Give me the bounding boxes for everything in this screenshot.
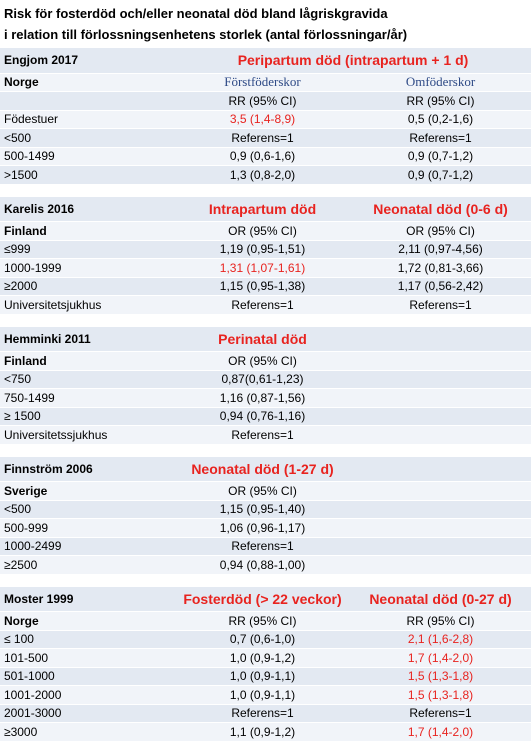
value: 1,31 (1,07-1,61) bbox=[175, 258, 350, 278]
section: Engjom 2017 Peripartum död (intrapartum +… bbox=[0, 48, 531, 185]
study: Engjom 2017 bbox=[0, 48, 175, 74]
value: 0,9 (0,6-1,6) bbox=[175, 147, 350, 166]
value: 1,15 (0,95-1,38) bbox=[175, 277, 350, 296]
value: 0,94 (0,76-1,16) bbox=[175, 407, 350, 426]
row-label: >1500 bbox=[0, 165, 175, 185]
outcome: Peripartum död (intrapartum + 1 d) bbox=[175, 48, 531, 74]
outcome: Neonatal död (0-27 d) bbox=[350, 586, 531, 612]
row-label: 101-500 bbox=[0, 648, 175, 668]
value: Referens=1 bbox=[350, 128, 531, 148]
row-label: 750-1499 bbox=[0, 388, 175, 408]
row-label: Universitetssjukhus bbox=[0, 425, 175, 445]
value: 1,7 (1,4-2,0) bbox=[350, 722, 531, 742]
value: Referens=1 bbox=[175, 295, 350, 315]
group: Omföderskor bbox=[350, 73, 531, 92]
title: Risk för fosterdöd och/eller neonatal dö… bbox=[0, 0, 531, 48]
row-label: Födestuer bbox=[0, 110, 175, 129]
row-label: ≥2000 bbox=[0, 277, 175, 296]
measure: RR (95% CI) bbox=[350, 611, 531, 631]
value: Referens=1 bbox=[175, 425, 350, 445]
outcome: Intrapartum död bbox=[175, 196, 350, 222]
measure: OR (95% CI) bbox=[175, 221, 350, 241]
section: Moster 1999 Fosterdöd (> 22 veckor) Neonat… bbox=[0, 586, 531, 742]
value: 1,1 (0,9-1,2) bbox=[175, 722, 350, 742]
value: Referens=1 bbox=[175, 704, 350, 723]
value: 0,5 (0,2-1,6) bbox=[350, 110, 531, 129]
row-label: 500-999 bbox=[0, 518, 175, 538]
value: 1,72 (0,81-3,66) bbox=[350, 258, 531, 278]
value: 0,9 (0,7-1,2) bbox=[350, 147, 531, 166]
value: Referens=1 bbox=[350, 295, 531, 315]
row-label: Universitetsjukhus bbox=[0, 295, 175, 315]
measure: OR (95% CI) bbox=[350, 221, 531, 241]
row-label: <500 bbox=[0, 128, 175, 148]
group: Förstföderskor bbox=[175, 73, 350, 92]
row-label: 1001-2000 bbox=[0, 685, 175, 705]
study: Karelis 2016 bbox=[0, 196, 175, 222]
measure: OR (95% CI) bbox=[175, 351, 350, 371]
value: 2,11 (0,97-4,56) bbox=[350, 240, 531, 259]
value: 1,17 (0,56-2,42) bbox=[350, 277, 531, 296]
study: Moster 1999 bbox=[0, 586, 175, 612]
row-label: <750 bbox=[0, 370, 175, 389]
value: 3,5 (1,4-8,9) bbox=[175, 110, 350, 129]
row-label: <500 bbox=[0, 500, 175, 519]
measure: RR (95% CI) bbox=[175, 91, 350, 111]
row-label: 500-1499 bbox=[0, 147, 175, 166]
row-label: 1000-1999 bbox=[0, 258, 175, 278]
outcome: Fosterdöd (> 22 veckor) bbox=[175, 586, 350, 612]
row-label: ≥2500 bbox=[0, 555, 175, 575]
value: 1,0 (0,9-1,1) bbox=[175, 685, 350, 705]
value: 1,0 (0,9-1,2) bbox=[175, 648, 350, 668]
row-label: 1000-2499 bbox=[0, 537, 175, 556]
value: 0,87(0,61-1,23) bbox=[175, 370, 350, 389]
value: 1,0 (0,9-1,1) bbox=[175, 667, 350, 686]
row-label: ≥3000 bbox=[0, 722, 175, 742]
value: 1,15 (0,95-1,40) bbox=[175, 500, 350, 519]
country: Finland bbox=[0, 221, 175, 241]
row-label: 2001-3000 bbox=[0, 704, 175, 723]
outcome: Perinatal död bbox=[175, 326, 350, 352]
value: 1,5 (1,3-1,8) bbox=[350, 667, 531, 686]
study: Finnström 2006 bbox=[0, 456, 175, 482]
value: 0,9 (0,7-1,2) bbox=[350, 165, 531, 185]
country: Norge bbox=[0, 611, 175, 631]
value: 1,7 (1,4-2,0) bbox=[350, 648, 531, 668]
value: 1,16 (0,87-1,56) bbox=[175, 388, 350, 408]
value: 0,94 (0,88-1,00) bbox=[175, 555, 350, 575]
value: 1,3 (0,8-2,0) bbox=[175, 165, 350, 185]
row-label: ≤999 bbox=[0, 240, 175, 259]
country: Finland bbox=[0, 351, 175, 371]
value: 1,06 (0,96-1,17) bbox=[175, 518, 350, 538]
value: 1,5 (1,3-1,8) bbox=[350, 685, 531, 705]
section: Finnström 2006 Neonatal död (1-27 d) Sver… bbox=[0, 456, 531, 575]
value: 1,19 (0,95-1,51) bbox=[175, 240, 350, 259]
row-label: ≤ 100 bbox=[0, 630, 175, 649]
outcome: Neonatal död (1-27 d) bbox=[175, 456, 350, 482]
study: Hemminki 2011 bbox=[0, 326, 175, 352]
value: Referens=1 bbox=[175, 537, 350, 556]
measure: RR (95% CI) bbox=[175, 611, 350, 631]
outcome: Neonatal död (0-6 d) bbox=[350, 196, 531, 222]
section: Hemminki 2011 Perinatal död Finland OR (95… bbox=[0, 326, 531, 445]
measure: RR (95% CI) bbox=[350, 91, 531, 111]
value: 2,1 (1,6-2,8) bbox=[350, 630, 531, 649]
value: 0,7 (0,6-1,0) bbox=[175, 630, 350, 649]
country: Sverige bbox=[0, 481, 175, 501]
title-line: i relation till förlossningsenhetens sto… bbox=[4, 27, 408, 42]
measure: OR (95% CI) bbox=[175, 481, 350, 501]
country: Norge bbox=[0, 73, 175, 92]
value: Referens=1 bbox=[175, 128, 350, 148]
row-label: ≥ 1500 bbox=[0, 407, 175, 426]
value: Referens=1 bbox=[350, 704, 531, 723]
title-line: Risk för fosterdöd och/eller neonatal dö… bbox=[4, 6, 388, 21]
section: Karelis 2016 Intrapartum död Neonatal död … bbox=[0, 196, 531, 315]
row-label: 501-1000 bbox=[0, 667, 175, 686]
